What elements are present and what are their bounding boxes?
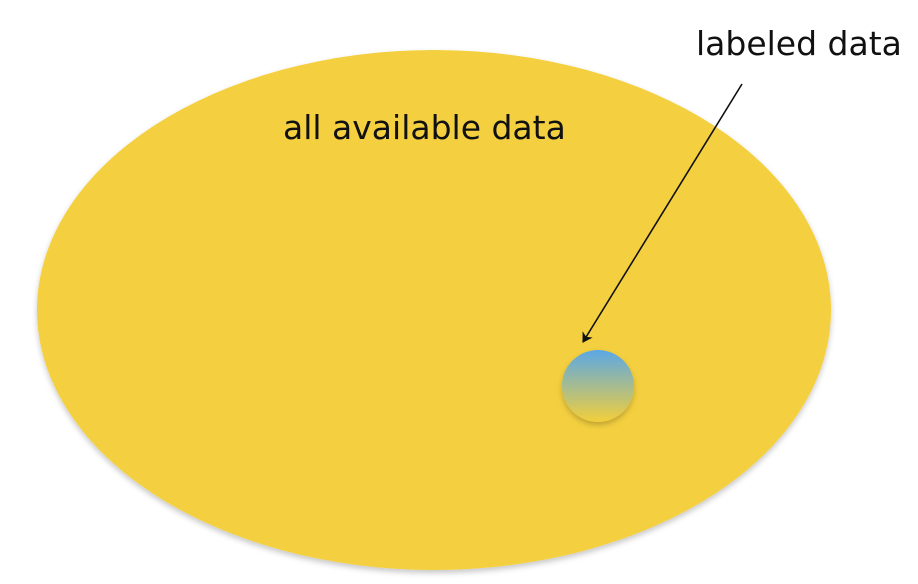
all-available-data-label: all available data xyxy=(283,108,566,147)
labeled-data-circle xyxy=(562,350,634,422)
pointer-arrow xyxy=(582,83,743,343)
labeled-data-label: labeled data xyxy=(696,24,902,63)
all-data-ellipse xyxy=(37,50,831,570)
